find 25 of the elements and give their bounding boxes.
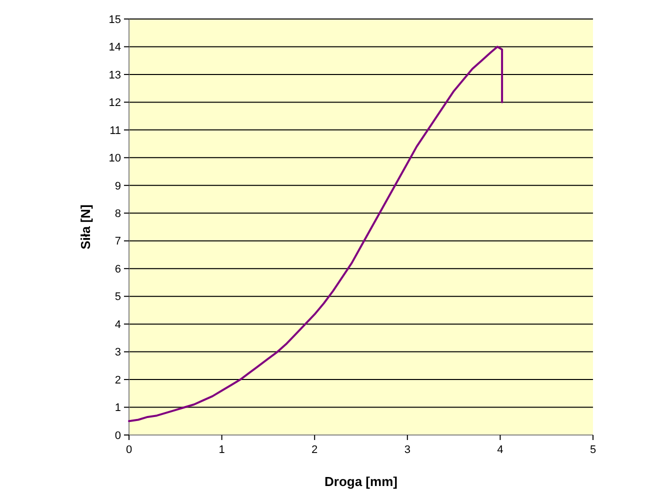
x-tick-label: 3 bbox=[404, 444, 410, 456]
y-tick-label: 12 bbox=[108, 97, 121, 110]
y-tick-label: 15 bbox=[108, 14, 121, 26]
x-tick-label: 2 bbox=[312, 444, 318, 456]
y-tick-label: 10 bbox=[108, 152, 121, 165]
line-series bbox=[128, 46, 504, 422]
x-tick-label: 0 bbox=[126, 444, 132, 456]
x-tick-label: 1 bbox=[218, 444, 225, 456]
y-tick-label: 14 bbox=[108, 42, 121, 54]
y-tick-label: 13 bbox=[108, 69, 121, 82]
y-tick-label: 8 bbox=[114, 208, 121, 220]
y-tick-label: 3 bbox=[114, 346, 121, 359]
y-tick-label: 0 bbox=[114, 430, 121, 442]
y-axis-title: Siła [N] bbox=[78, 204, 93, 250]
x-tick-label: 5 bbox=[590, 444, 596, 456]
x-tick-label: 4 bbox=[497, 444, 504, 456]
y-tick-label: 9 bbox=[114, 180, 121, 192]
y-tick-label: 5 bbox=[114, 291, 121, 304]
y-tick-label: 4 bbox=[114, 318, 121, 331]
y-tick-label: 7 bbox=[114, 236, 121, 248]
y-tick-label: 1 bbox=[114, 402, 121, 414]
y-tick-label: 6 bbox=[114, 263, 121, 276]
y-tick-label: 11 bbox=[110, 124, 121, 137]
x-axis-title: Droga [mm] bbox=[324, 474, 398, 489]
y-tick-label: 2 bbox=[114, 374, 121, 386]
